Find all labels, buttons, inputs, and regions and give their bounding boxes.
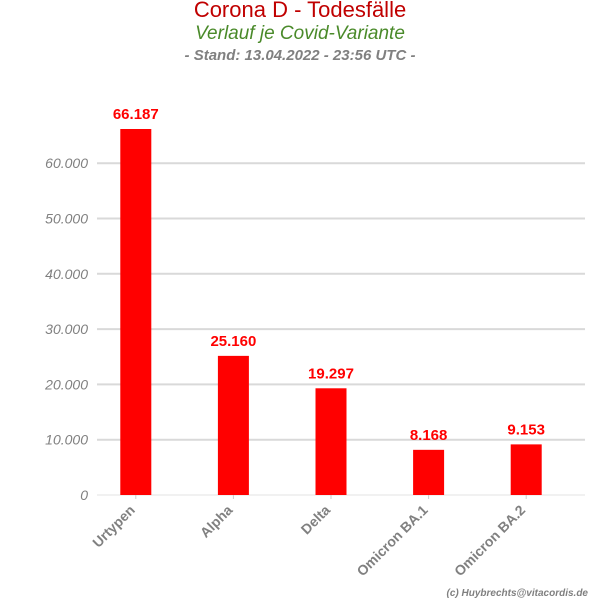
y-tick-label: 20.000: [44, 376, 88, 392]
data-labels: 66.187 25.160 19.297 8.168 9.153: [113, 106, 545, 444]
x-tick-label: Omicron BA.2: [451, 502, 528, 579]
y-tick-label: 60.000: [45, 155, 88, 171]
data-label: 19.297: [308, 365, 354, 382]
x-tick-label: Delta: [298, 502, 334, 538]
y-tick-label: 50.000: [45, 211, 88, 227]
y-tick-label: 0: [80, 487, 88, 503]
copyright-credit: (c) Huybrechts@vitacordis.de: [446, 588, 588, 599]
y-axis: 0 10.000 20.000 30.000 40.000 50.000 60.000: [44, 155, 88, 503]
data-label: 8.168: [410, 427, 448, 444]
data-label: 66.187: [113, 106, 159, 123]
chart-timestamp: - Stand: 13.04.2022 - 23:56 UTC -: [184, 47, 416, 64]
x-tick-label: Omicron BA.1: [353, 502, 430, 579]
bar: [120, 129, 152, 495]
y-tick-label: 30.000: [45, 321, 88, 337]
x-tick-label: Urtypen: [89, 502, 138, 551]
bar: [217, 355, 249, 495]
y-tick-label: 40.000: [45, 266, 88, 282]
x-tick-label: Alpha: [197, 502, 236, 541]
bar: [315, 388, 347, 495]
y-tick-label: 10.000: [45, 432, 88, 448]
bar: [510, 444, 542, 495]
data-label: 25.160: [210, 333, 256, 350]
bars: [120, 129, 542, 495]
chart-subtitle: Verlauf je Covid-Variante: [195, 23, 405, 44]
bar: [413, 449, 445, 495]
data-label: 9.153: [507, 421, 545, 438]
chart-title: Corona D - Todesfälle: [193, 0, 407, 22]
x-axis: Urtypen Alpha Delta Omicron BA.1 Omicron BA.…: [89, 495, 528, 579]
